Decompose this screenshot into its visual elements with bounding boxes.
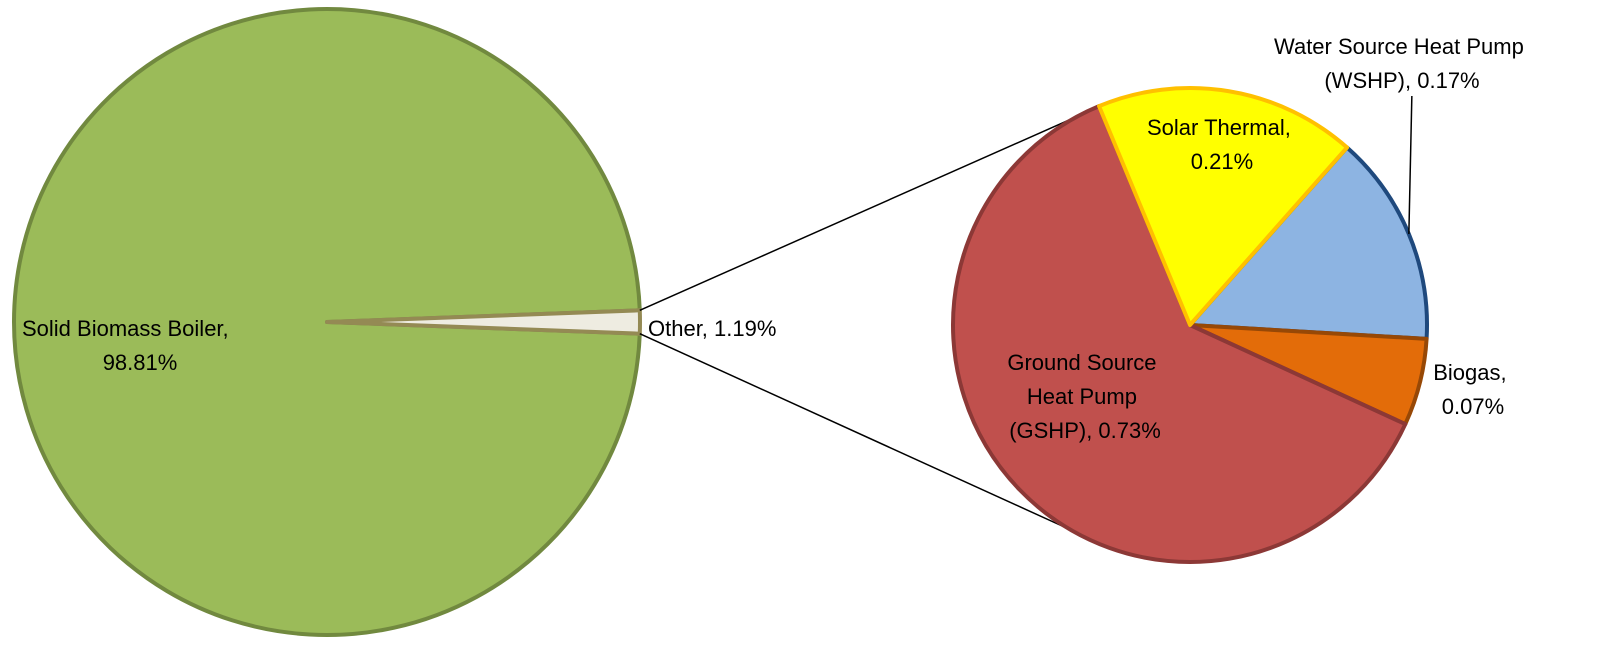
data-labels: Solid Biomass Boiler, 98.81% Other, 1.19… [22,34,1530,443]
label-other: Other, 1.19% [648,316,776,341]
label-gshp: Ground Source Heat Pump (GSHP), 0.73% [1007,350,1162,443]
label-wshp: Water Source Heat Pump (WSHP), 0.17% [1274,34,1530,93]
label-solid-biomass-boiler: Solid Biomass Boiler, 98.81% [22,316,235,375]
connector-lines [639,115,1080,531]
slice-solar-thermal [1097,86,1350,327]
connector-line-top [639,115,1080,311]
wshp-leader-line [1408,95,1413,235]
label-biogas: Biogas, 0.07% [1433,360,1513,419]
slice-water-source-heat-pump [1188,145,1429,341]
main-pie [11,7,642,637]
slice-other [325,308,642,336]
connector-line-bottom [639,333,1072,531]
slice-ground-source-heat-pump [951,104,1408,565]
label-solar-thermal: Solar Thermal, 0.21% [1147,115,1297,174]
secondary-pie [951,86,1429,565]
